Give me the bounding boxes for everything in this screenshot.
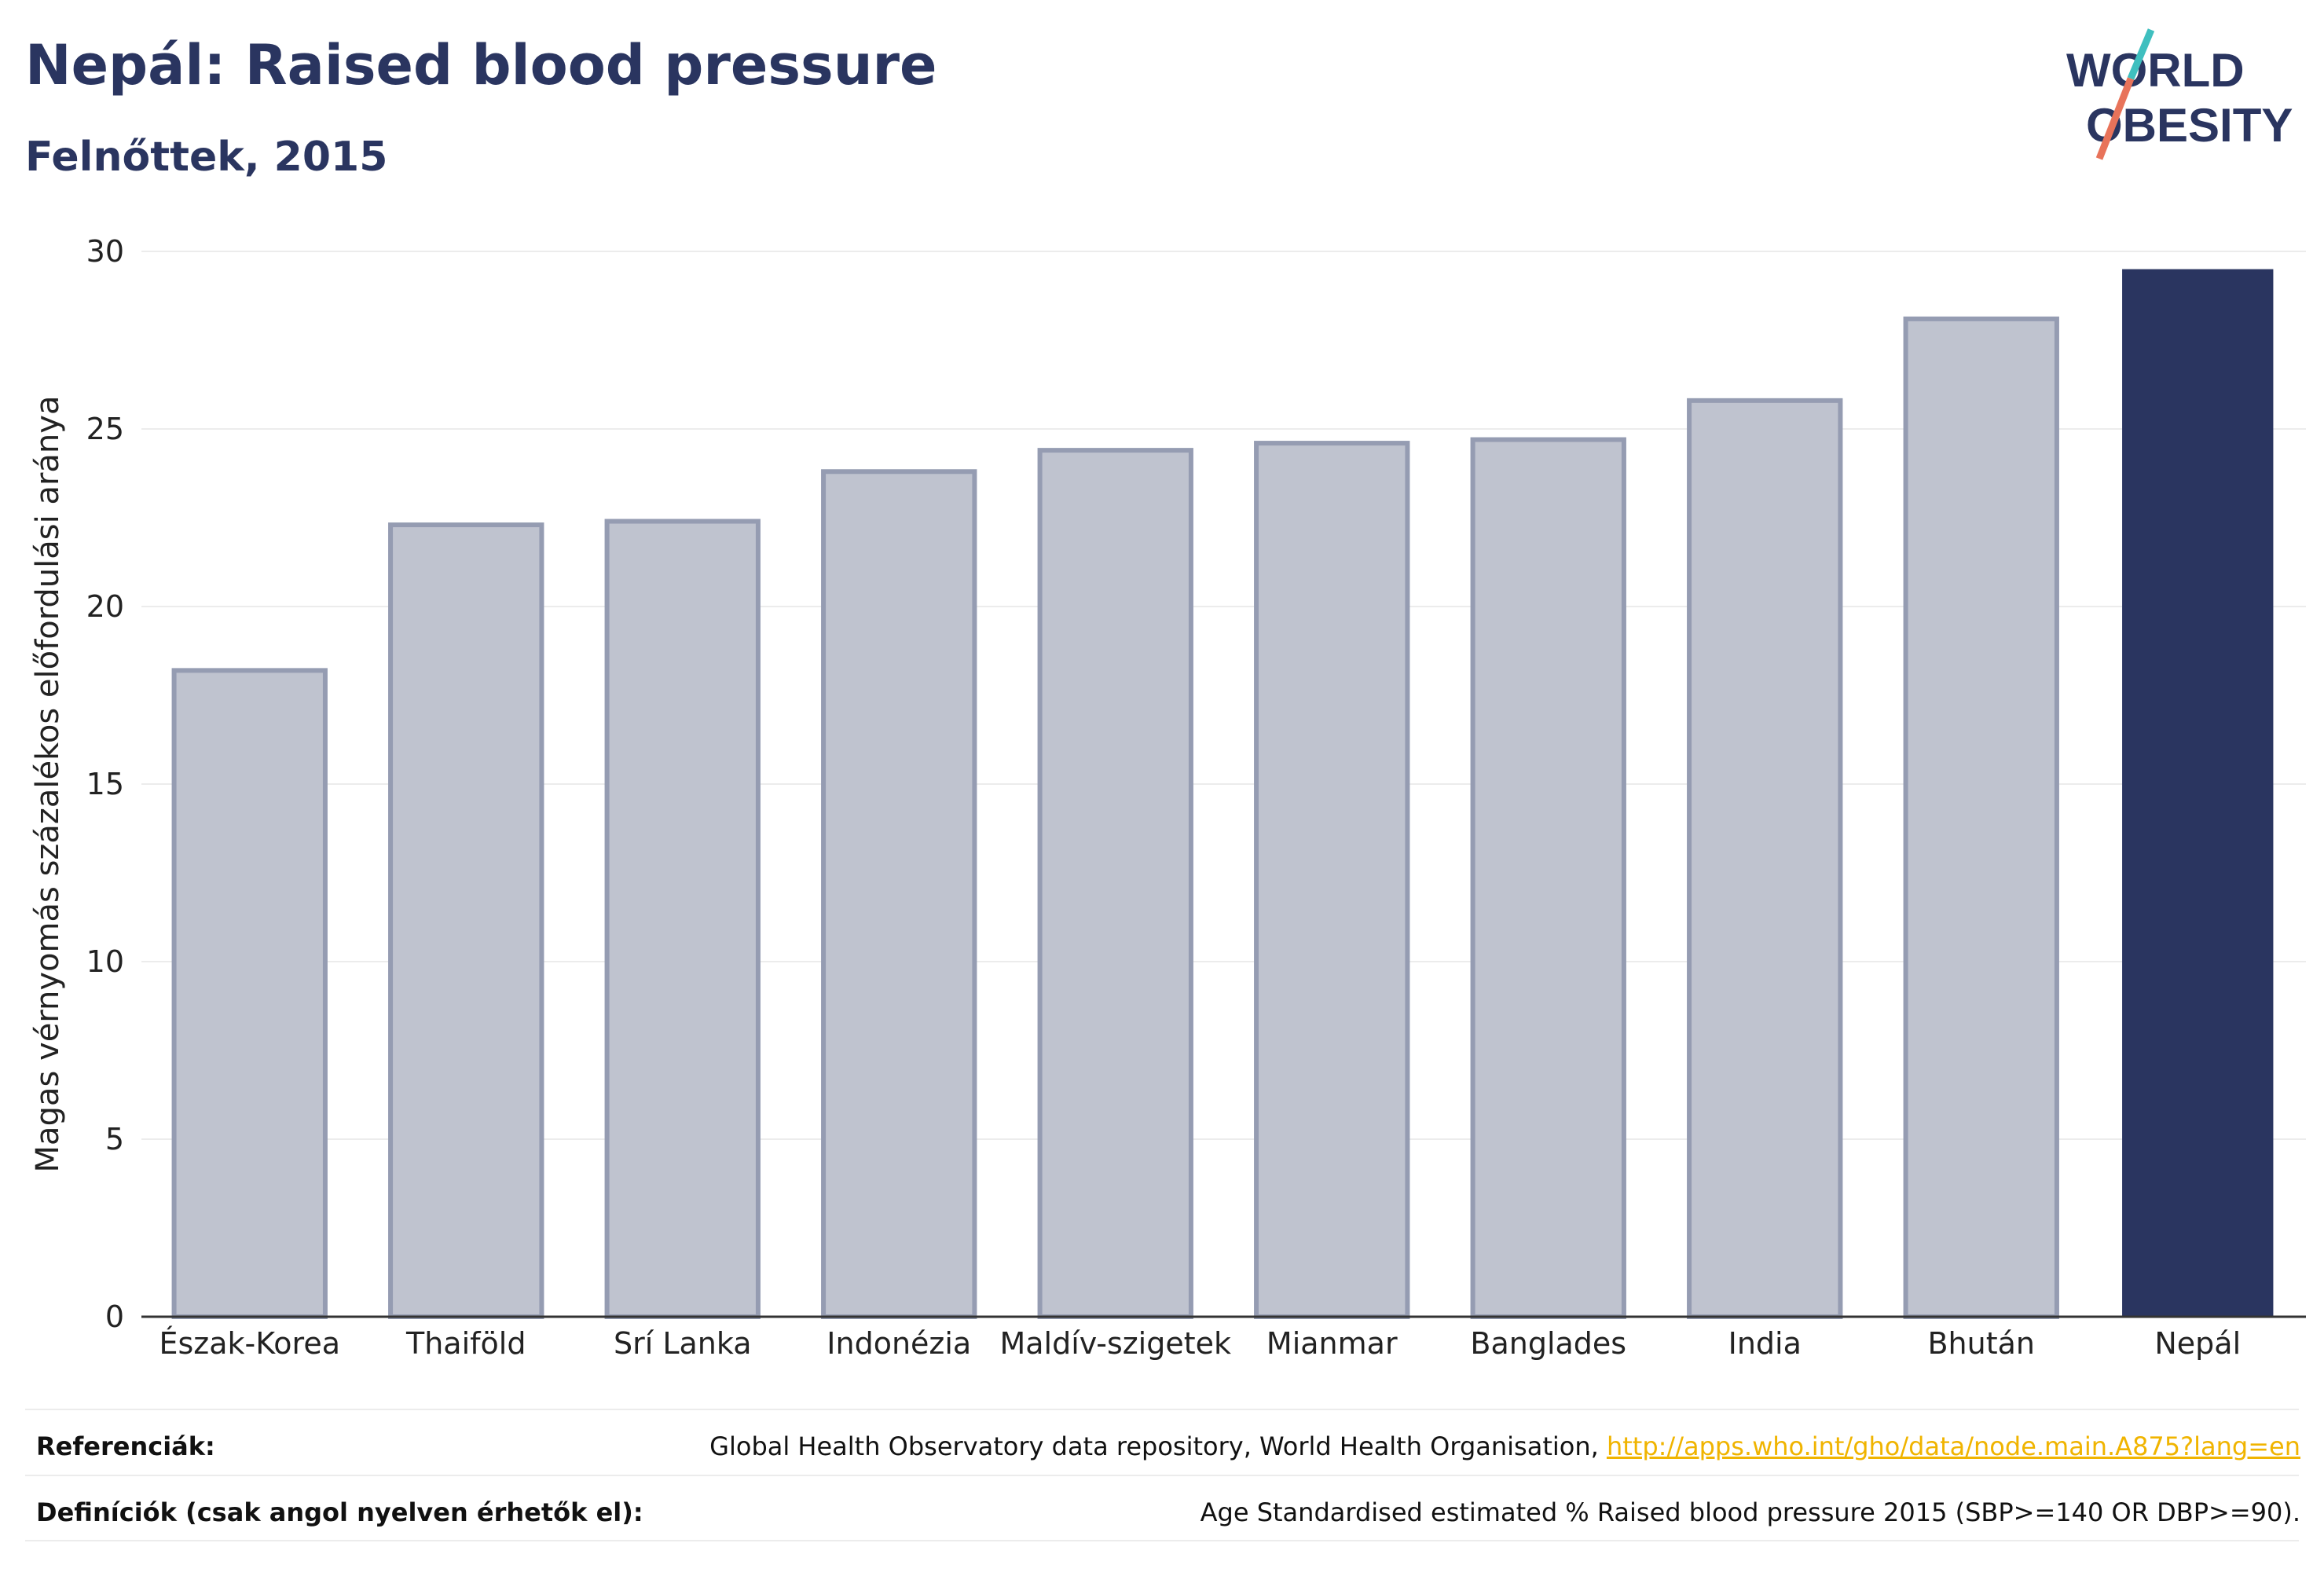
bar xyxy=(1903,316,2059,1319)
y-tick-label: 0 xyxy=(105,1299,124,1334)
x-tick-label: Srí Lanka xyxy=(614,1326,752,1361)
footer-divider-top xyxy=(25,1409,2299,1410)
world-obesity-logo: WORLD OBESITY xyxy=(2066,28,2293,160)
x-tick-label: Bhután xyxy=(1927,1326,2035,1361)
references-text: Global Health Observatory data repositor… xyxy=(709,1431,2300,1461)
logo-line1: WORLD xyxy=(2066,44,2245,97)
y-tick-label: 10 xyxy=(86,944,124,979)
bar xyxy=(1037,448,1193,1319)
x-tick-label: Mianmar xyxy=(1266,1326,1398,1361)
x-tick-label: Észak-Korea xyxy=(159,1326,341,1361)
logo-slash-coral xyxy=(2095,77,2135,160)
footer-divider-middle xyxy=(25,1475,2299,1476)
x-tick-label: India xyxy=(1728,1326,1802,1361)
y-tick-label: 30 xyxy=(86,234,124,269)
chart-title: Nepál: Raised blood pressure xyxy=(25,33,937,97)
x-tick-label: Thaiföld xyxy=(405,1326,526,1361)
x-tick-label: Indonézia xyxy=(827,1326,971,1361)
bar xyxy=(604,519,761,1319)
logo-slash-teal xyxy=(2127,28,2155,80)
bar xyxy=(2122,269,2274,1318)
chart-subtitle: Felnőttek, 2015 xyxy=(25,134,388,181)
y-tick-label: 20 xyxy=(86,589,124,624)
y-tick-label: 15 xyxy=(86,767,124,801)
bar xyxy=(821,469,977,1319)
references-source: Global Health Observatory data repositor… xyxy=(709,1431,1599,1461)
x-tick-label: Banglades xyxy=(1470,1326,1626,1361)
bar xyxy=(171,668,328,1319)
footer-divider-bottom xyxy=(25,1540,2299,1541)
x-tick-label: Nepál xyxy=(2154,1326,2241,1361)
y-tick-label: 5 xyxy=(105,1122,124,1156)
y-tick-label: 25 xyxy=(86,412,124,446)
definitions-label: Definíciók (csak angol nyelven érhetők e… xyxy=(36,1497,643,1527)
bar xyxy=(1687,398,1843,1320)
bar-chart: 0 5 10 15 20 25 30 Magas vérnyomás százalékos e… xyxy=(30,234,2306,1361)
y-axis-title: Magas vérnyomás százalékos előfordulási … xyxy=(30,396,66,1173)
bar xyxy=(1254,441,1410,1320)
definitions-text: Age Standardised estimated % Raised bloo… xyxy=(1200,1497,2300,1527)
bar xyxy=(1470,437,1626,1319)
references-label: Referenciák: xyxy=(36,1431,215,1461)
references-link[interactable]: http://apps.who.int/gho/data/node.main.A… xyxy=(1606,1431,2300,1461)
bar xyxy=(388,522,544,1319)
x-tick-label: Maldív-szigetek xyxy=(999,1326,1231,1361)
